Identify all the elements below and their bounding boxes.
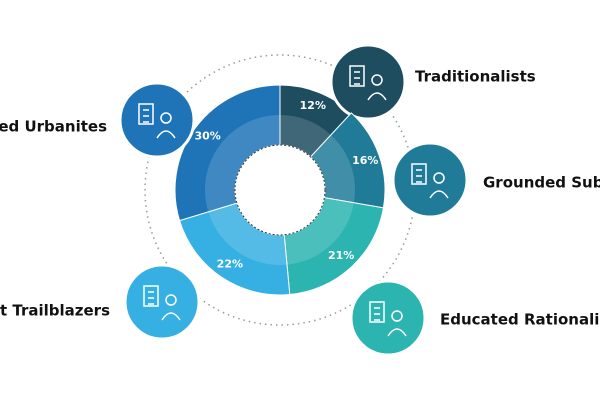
- category-label: Traditionalists: [415, 68, 536, 86]
- icon-part: [143, 109, 149, 123]
- segment-bubble: [391, 141, 469, 219]
- category-label: Educated Rationalists: [440, 311, 600, 329]
- icon-part: [349, 65, 365, 87]
- icon-part: [156, 130, 176, 139]
- segment-icon: [411, 163, 449, 199]
- segment-icon: [143, 285, 181, 321]
- segment-icon: [369, 301, 407, 337]
- icon-part: [374, 307, 380, 321]
- icon-part: [354, 71, 360, 85]
- icon-part: [143, 285, 159, 307]
- donut-hole: [234, 144, 326, 236]
- icon-part: [369, 301, 385, 323]
- category-label: irst Trailblazers: [0, 302, 110, 320]
- value-label: 30%: [195, 129, 221, 142]
- segment-bubble: [118, 81, 196, 159]
- category-label: Grounded Subur: [483, 174, 600, 192]
- inner-band: [284, 197, 354, 265]
- value-label: 16%: [352, 154, 378, 167]
- segment-bubble: [349, 279, 427, 357]
- icon-part: [433, 172, 445, 184]
- inner-band: [208, 203, 287, 265]
- inner-band: [310, 134, 355, 203]
- inner-band: [204, 115, 280, 212]
- icon-part: [148, 291, 154, 305]
- icon-part: [160, 112, 172, 124]
- icon-part: [161, 312, 181, 321]
- icon-part: [429, 190, 449, 199]
- icon-part: [367, 92, 387, 101]
- segment-icon: [349, 65, 387, 101]
- category-label: -Led Urbanites: [0, 118, 107, 136]
- icon-part: [416, 169, 422, 183]
- value-label: 21%: [328, 249, 354, 262]
- segment-icon: [138, 103, 176, 139]
- value-label: 12%: [300, 99, 326, 112]
- icon-part: [165, 294, 177, 306]
- icon-part: [387, 328, 407, 337]
- segment-bubble: [329, 43, 407, 121]
- icon-part: [371, 74, 383, 86]
- segment-bubble: [123, 263, 201, 341]
- icon-part: [391, 310, 403, 322]
- icon-part: [411, 163, 427, 185]
- icon-part: [138, 103, 154, 125]
- value-label: 22%: [217, 258, 243, 271]
